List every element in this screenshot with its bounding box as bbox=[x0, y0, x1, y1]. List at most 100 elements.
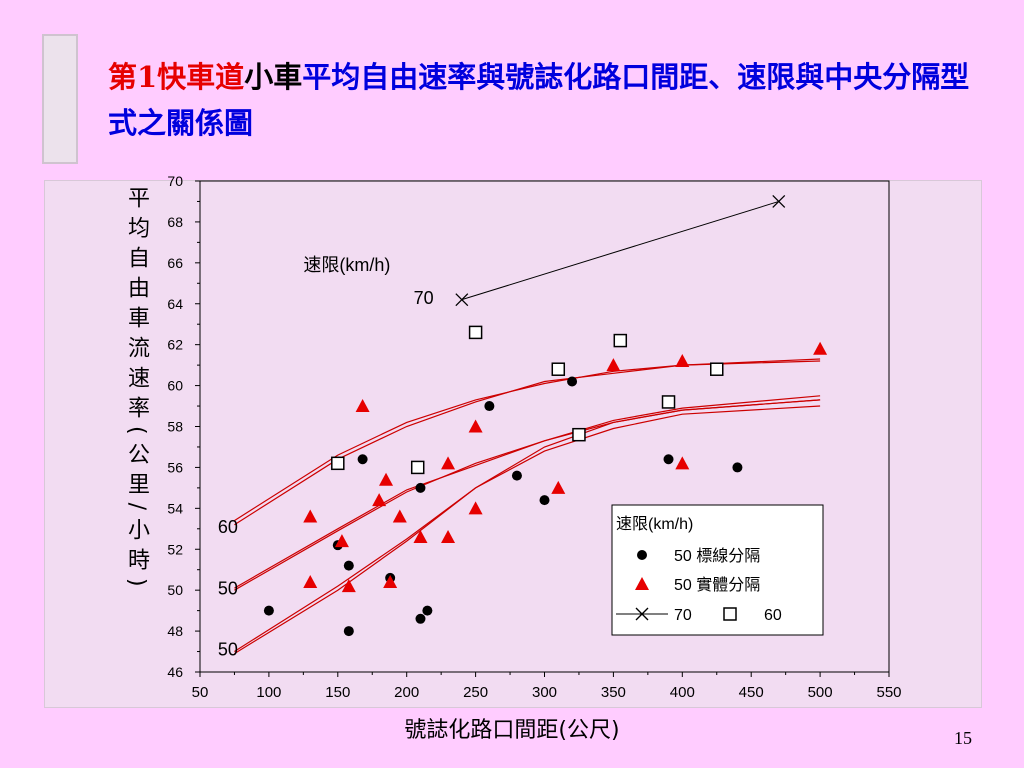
data-point-triangle bbox=[441, 456, 456, 470]
data-point-square bbox=[613, 333, 628, 348]
data-point-square bbox=[468, 325, 483, 340]
x-tick-label: 450 bbox=[739, 684, 764, 701]
x-tick-label: 500 bbox=[808, 684, 833, 701]
y-tick-label: 50 bbox=[167, 582, 183, 598]
data-point-triangle bbox=[372, 493, 387, 507]
data-point-circle bbox=[422, 605, 433, 616]
annotation-label: 速限(km/h) bbox=[303, 255, 390, 275]
data-point-circle bbox=[357, 454, 368, 465]
y-tick-label: 58 bbox=[167, 419, 183, 435]
legend-marker-x bbox=[635, 607, 649, 621]
data-point-circle bbox=[539, 495, 550, 506]
data-point-triangle bbox=[303, 509, 318, 523]
y-tick-label: 70 bbox=[167, 173, 183, 189]
legend-label: 60 bbox=[764, 607, 782, 624]
y-axis-label: 平均自由車流速率(公里/小時) bbox=[124, 186, 149, 595]
title-black: 小車 bbox=[244, 60, 303, 94]
data-point-x bbox=[772, 194, 786, 208]
title-red: 第1快車道 bbox=[108, 60, 245, 94]
y-tick-label: 60 bbox=[167, 378, 183, 394]
legend-marker-circle bbox=[637, 550, 647, 560]
data-point-square bbox=[661, 395, 676, 409]
data-point-circle bbox=[263, 605, 274, 616]
annotation-label: 60 bbox=[218, 517, 238, 537]
data-point-triangle bbox=[441, 529, 456, 543]
data-point-triangle bbox=[813, 341, 828, 355]
data-point-square bbox=[410, 460, 425, 475]
x-tick-label: 100 bbox=[256, 684, 281, 701]
data-point-triangle bbox=[551, 480, 566, 494]
y-tick-label: 66 bbox=[167, 255, 183, 271]
x-marker-stroke bbox=[772, 194, 786, 208]
y-tick-label: 48 bbox=[167, 623, 183, 639]
line-70 bbox=[461, 200, 779, 301]
y-tick-label: 52 bbox=[167, 541, 183, 557]
data-point-circle bbox=[732, 462, 743, 473]
legend-marker-triangle bbox=[635, 577, 649, 590]
x-marker-stroke bbox=[635, 607, 649, 621]
data-point-triangle bbox=[675, 354, 690, 368]
x-tick-label: 250 bbox=[463, 684, 488, 701]
data-point-triangle bbox=[341, 579, 356, 593]
legend-box bbox=[611, 504, 824, 636]
data-point-circle bbox=[415, 613, 426, 624]
y-tick-label: 54 bbox=[167, 500, 183, 516]
legend-marker-square bbox=[723, 607, 737, 621]
x-tick-label: 50 bbox=[192, 684, 209, 701]
data-point-x bbox=[455, 293, 469, 307]
data-point-triangle bbox=[468, 501, 483, 515]
x-tick-label: 300 bbox=[532, 684, 557, 701]
page-number: 15 bbox=[954, 728, 972, 748]
legend-label: 50 實體分隔 bbox=[674, 575, 760, 594]
data-point-circle bbox=[511, 470, 522, 481]
data-point-triangle bbox=[392, 509, 407, 523]
data-point-triangle bbox=[413, 529, 428, 543]
data-point-triangle bbox=[468, 419, 483, 433]
slide-title: 第1快車道小車平均自由速率與號誌化路口間距、速限與中央分隔型式之關係圖 bbox=[108, 54, 988, 146]
deco-bar-top bbox=[42, 34, 78, 164]
legend-label: 50 標線分隔 bbox=[674, 547, 760, 565]
data-point-circle bbox=[663, 454, 674, 465]
annotation-label: 50 bbox=[218, 640, 238, 660]
data-points bbox=[263, 194, 828, 637]
data-point-circle bbox=[415, 482, 426, 493]
fit-curve-50 bbox=[234, 405, 821, 653]
y-tick-label: 46 bbox=[167, 664, 183, 680]
data-point-circle bbox=[343, 626, 354, 637]
x-tick-label: 200 bbox=[394, 684, 419, 701]
x-axis-label: 號誌化路口間距(公尺) bbox=[404, 718, 620, 743]
x-tick-label: 550 bbox=[876, 684, 901, 701]
x-tick-label: 400 bbox=[670, 684, 695, 701]
data-point-triangle bbox=[355, 399, 370, 413]
legend: 速限(km/h) 50 標線分隔 50 實體分隔 70 60 bbox=[611, 504, 824, 636]
data-point-triangle bbox=[675, 456, 690, 470]
data-point-triangle bbox=[303, 574, 318, 588]
data-point-square bbox=[710, 362, 724, 376]
axes: 50 100 150 200 250 300 350 400 450 500 550 46 48 50 52… bbox=[167, 173, 901, 701]
data-point-circle bbox=[484, 401, 495, 412]
y-tick-label: 62 bbox=[167, 337, 183, 353]
fit-curve-60 bbox=[234, 360, 821, 526]
data-point-circle bbox=[343, 560, 354, 571]
y-tick-label: 56 bbox=[167, 459, 183, 475]
data-point-square bbox=[551, 362, 566, 376]
data-point-triangle bbox=[606, 358, 621, 372]
data-point-triangle bbox=[379, 472, 394, 486]
annotation-label: 50 bbox=[218, 578, 238, 598]
data-point-square bbox=[331, 456, 345, 471]
fit-curve-60 bbox=[234, 358, 821, 522]
y-tick-label: 64 bbox=[167, 296, 183, 312]
x-tick-label: 350 bbox=[601, 684, 626, 701]
title-blue: 平均自由速率與號誌化路口間距、速限與中央分隔型式之關係圖 bbox=[108, 60, 970, 140]
data-point-triangle bbox=[383, 574, 398, 588]
data-point-triangle bbox=[334, 534, 349, 548]
annotations: 速限(km/h) 70 60 50 50 bbox=[218, 255, 434, 660]
annotation-label: 70 bbox=[414, 288, 434, 308]
y-tick-label: 68 bbox=[167, 214, 183, 230]
legend-label: 70 bbox=[674, 607, 692, 624]
fit-curve-50 bbox=[234, 395, 821, 589]
data-point-circle bbox=[567, 376, 578, 387]
data-point-square bbox=[572, 427, 586, 442]
x-marker-stroke bbox=[455, 293, 469, 307]
